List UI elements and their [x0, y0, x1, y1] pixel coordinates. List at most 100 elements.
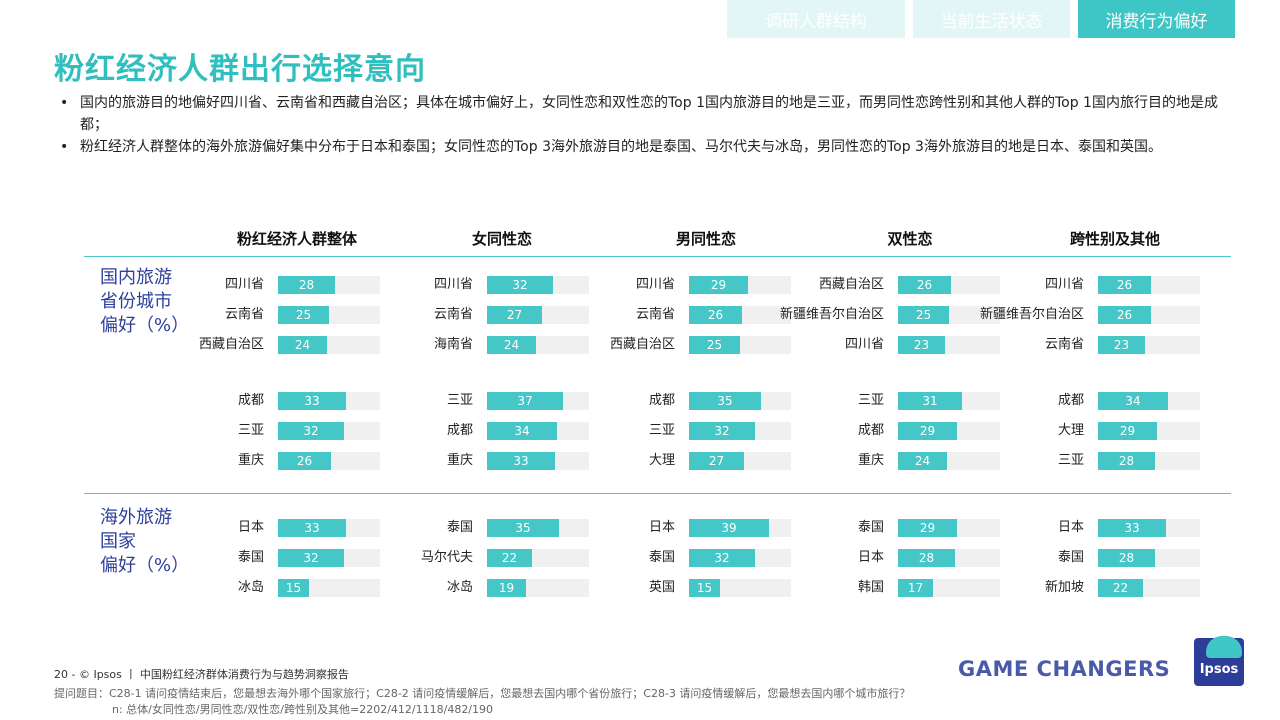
- bar: [689, 422, 755, 440]
- bar-value-label: 32: [714, 551, 730, 565]
- bar-value-label: 22: [1112, 581, 1129, 595]
- bar-value-label: 26: [916, 278, 933, 292]
- bar: [689, 549, 755, 567]
- bar: [898, 579, 933, 597]
- bar-category-label: 四川省: [224, 277, 264, 292]
- bar-category-label: 云南省: [433, 307, 473, 322]
- bar-value-label: 25: [915, 308, 932, 322]
- section-label-line: 偏好（%）: [100, 315, 190, 336]
- bar-value-label: 28: [918, 551, 935, 565]
- bar-category-label: 日本: [1057, 520, 1084, 535]
- bar: [278, 276, 335, 294]
- bar-category-label: 云南省: [1044, 337, 1084, 352]
- bar-category-label: 大理: [1057, 423, 1084, 438]
- bar: [898, 276, 951, 294]
- tab-survey-structure[interactable]: 调研人群结构: [727, 0, 905, 38]
- ipsos-logo-text: Ipsos: [1199, 662, 1239, 677]
- tab-current-life-status[interactable]: 当前生活状态: [913, 0, 1070, 38]
- bar-value-label: 34: [1125, 394, 1141, 408]
- bar: [689, 519, 769, 537]
- bar: [1098, 306, 1151, 324]
- bar-category-label: 泰国: [857, 520, 884, 535]
- section-label-domestic: 国内旅游 省份城市 偏好（%）: [100, 266, 189, 338]
- bar: [278, 336, 327, 354]
- bar: [278, 519, 346, 537]
- bar: [487, 549, 532, 567]
- bar: [1098, 422, 1157, 440]
- bar-value-label: 33: [513, 454, 529, 468]
- bar: [898, 306, 949, 324]
- bar-value-label: 33: [304, 394, 320, 408]
- bar: [1098, 549, 1155, 567]
- bar-category-label: 西藏自治区: [818, 277, 884, 292]
- bar-value-label: 26: [296, 454, 313, 468]
- bar-value-label: 31: [922, 394, 938, 408]
- bar-category-label: 三亚: [237, 423, 264, 438]
- section-label-line: 国内旅游: [100, 267, 172, 288]
- footer-question: 提问题目：C28-1 请问疫情结束后，您最想去海外哪个国家旅行；C28-2 请问…: [54, 687, 911, 700]
- bar-value-label: 32: [512, 278, 528, 292]
- bar-value-label: 28: [1118, 454, 1135, 468]
- bar: [278, 579, 309, 597]
- bar-value-label: 17: [907, 581, 924, 595]
- bar-category-label: 成都: [446, 423, 473, 438]
- bar-category-label: 泰国: [446, 520, 473, 535]
- bar: [487, 306, 542, 324]
- bar-category-label: 重庆: [446, 453, 473, 468]
- bar-category-label: 新疆维吾尔自治区: [779, 307, 884, 322]
- column-header: 双性恋: [887, 230, 933, 248]
- bar-value-label: 29: [919, 521, 936, 535]
- bar-category-label: 海南省: [433, 337, 473, 352]
- bar-category-label: 重庆: [857, 453, 884, 468]
- bar-category-label: 西藏自治区: [609, 337, 675, 352]
- bar-value-label: 28: [298, 278, 315, 292]
- bar: [689, 452, 744, 470]
- bar-value-label: 39: [721, 521, 737, 535]
- bar: [898, 422, 957, 440]
- bar-value-label: 15: [285, 581, 302, 595]
- bar: [689, 392, 761, 410]
- bar-category-label: 四川省: [635, 277, 675, 292]
- bar-category-label: 三亚: [648, 423, 675, 438]
- bar: [278, 306, 329, 324]
- bar: [689, 306, 742, 324]
- bar: [1098, 452, 1155, 470]
- section-label-line: 偏好（%）: [100, 555, 190, 576]
- bar: [898, 452, 947, 470]
- bar-value-label: 29: [710, 278, 727, 292]
- bar-value-label: 24: [914, 454, 931, 468]
- bar-category-label: 四川省: [1044, 277, 1084, 292]
- bar-category-label: 日本: [857, 550, 884, 565]
- bar-category-label: 云南省: [224, 307, 264, 322]
- bar-value-label: 26: [1116, 308, 1133, 322]
- bar-category-label: 冰岛: [237, 580, 264, 595]
- section-label-line: 海外旅游: [100, 507, 172, 528]
- bar: [487, 422, 557, 440]
- bar-value-label: 25: [295, 308, 312, 322]
- bar: [898, 549, 955, 567]
- bar-value-label: 19: [498, 581, 515, 595]
- bar-value-label: 32: [714, 424, 730, 438]
- bar-value-label: 23: [913, 338, 930, 352]
- bar-category-label: 西藏自治区: [198, 337, 264, 352]
- bar-category-label: 四川省: [433, 277, 473, 292]
- bar-value-label: 27: [708, 454, 725, 468]
- separator-top: [84, 256, 1231, 257]
- bar: [689, 579, 720, 597]
- bar: [689, 276, 748, 294]
- bar-category-label: 云南省: [635, 307, 675, 322]
- bar-value-label: 24: [294, 338, 311, 352]
- footer-page-line: 20 - © Ipsos 丨 中国粉红经济群体消费行为与趋势洞察报告: [54, 668, 349, 681]
- bar-category-label: 成都: [648, 393, 675, 408]
- column-header: 男同性恋: [675, 230, 736, 248]
- bar-value-label: 26: [707, 308, 724, 322]
- bar-value-label: 33: [1124, 521, 1140, 535]
- bar-category-label: 三亚: [446, 393, 473, 408]
- separator-middle: [84, 493, 1231, 494]
- bar: [1098, 519, 1166, 537]
- bar: [278, 549, 344, 567]
- section-label-line: 国家: [100, 531, 136, 552]
- tab-consumer-behavior[interactable]: 消费行为偏好: [1078, 0, 1235, 38]
- bar-value-label: 23: [1113, 338, 1130, 352]
- bar-value-label: 22: [501, 551, 518, 565]
